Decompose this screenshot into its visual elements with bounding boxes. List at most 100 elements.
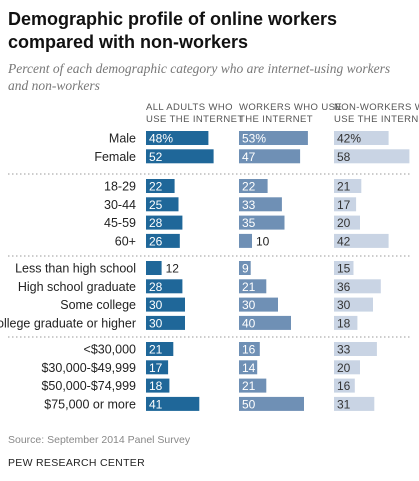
- data-label: 20: [337, 361, 351, 375]
- data-label: 50: [242, 397, 256, 411]
- data-label: 21: [149, 343, 163, 357]
- data-label: 15: [337, 262, 351, 276]
- data-label: 41: [149, 397, 163, 411]
- data-label: 18: [337, 316, 351, 330]
- row-label: Less than high school: [15, 262, 136, 276]
- bar: [239, 149, 301, 164]
- data-label: 52: [149, 150, 163, 164]
- bar: [239, 215, 285, 230]
- bar: [334, 215, 360, 230]
- data-label: 21: [337, 180, 351, 194]
- chart-subtitle: Percent of each demographic category who…: [8, 61, 391, 93]
- row-label: High school graduate: [18, 280, 136, 294]
- column-header-all-adults: ALL ADULTS WHO USE THE INTERNET: [146, 102, 244, 125]
- data-label: 33: [337, 343, 351, 357]
- bar: [146, 179, 175, 193]
- row-label: 60+: [115, 234, 136, 248]
- row-label: Female: [94, 150, 136, 164]
- bar: [334, 261, 354, 275]
- data-label: 35: [242, 216, 256, 230]
- data-label: 31: [337, 397, 351, 411]
- bar: [146, 233, 180, 248]
- column-header-workers: WORKERS WHO USE THE INTERNET: [239, 102, 343, 125]
- data-label: 28: [149, 280, 163, 294]
- bar: [239, 131, 308, 145]
- bar: [334, 279, 381, 294]
- bar: [239, 378, 267, 393]
- data-label: 26: [149, 234, 163, 248]
- data-label: 16: [242, 343, 256, 357]
- data-label: 25: [149, 198, 163, 212]
- data-label: 40: [242, 316, 256, 330]
- bar: [334, 179, 362, 193]
- bar: [146, 297, 185, 312]
- data-label: 30: [149, 298, 163, 312]
- bar: [146, 197, 179, 212]
- bar: [334, 149, 410, 164]
- bar: [334, 360, 360, 375]
- data-label: 14: [242, 361, 256, 375]
- bar: [146, 360, 169, 375]
- data-label: 21: [242, 379, 256, 393]
- bar: [334, 342, 377, 356]
- row-label: 30-44: [104, 198, 136, 212]
- bar: [146, 215, 183, 230]
- data-label: 12: [166, 262, 180, 276]
- row-label: Some college: [60, 298, 136, 312]
- bar-chart: Male 48% 53% 42% Female 52 47 58 18-29 22 22 21 30-4…: [0, 131, 411, 411]
- bar: [334, 131, 389, 145]
- bar: [239, 315, 291, 330]
- bar: [239, 297, 278, 312]
- data-label: 17: [149, 361, 163, 375]
- bar: [334, 315, 358, 330]
- data-label: 16: [337, 379, 351, 393]
- data-label: 22: [242, 180, 256, 194]
- bar: [334, 233, 389, 248]
- row-label: 18-29: [104, 180, 136, 194]
- organization-name: PEW RESEARCH CENTER: [8, 457, 145, 469]
- data-label: 48%: [149, 132, 173, 146]
- data-label: 22: [149, 180, 163, 194]
- bar: [146, 342, 174, 356]
- bar: [334, 378, 355, 393]
- data-label: 30: [242, 298, 256, 312]
- data-label: 17: [337, 198, 351, 212]
- bar: [334, 297, 373, 312]
- bar: [146, 279, 183, 294]
- row-label: <$30,000: [84, 343, 137, 357]
- data-label: 47: [242, 150, 256, 164]
- bar: [146, 149, 214, 164]
- bar: [146, 261, 162, 275]
- data-label: 53%: [242, 132, 266, 146]
- data-label: 30: [337, 298, 351, 312]
- bar: [239, 360, 258, 375]
- row-label: Male: [109, 132, 136, 146]
- bar: [334, 396, 375, 411]
- data-label: 20: [337, 216, 351, 230]
- bar: [239, 179, 268, 193]
- source-note: Source: September 2014 Panel Survey: [8, 434, 191, 446]
- data-label: 9: [242, 262, 249, 276]
- bar: [146, 131, 209, 145]
- data-label: 42: [337, 234, 351, 248]
- bar: [146, 396, 200, 411]
- row-label: 45-59: [104, 216, 136, 230]
- bar: [239, 342, 260, 356]
- column-header-non-workers: NON-WORKERS WHO USE THE INTERNET: [334, 102, 419, 125]
- row-label: $75,000 or more: [44, 397, 136, 411]
- data-label: 18: [149, 379, 163, 393]
- data-label: 30: [149, 316, 163, 330]
- chart-title: Demographic profile of online workers co…: [8, 9, 338, 52]
- bar: [146, 378, 170, 393]
- bar: [239, 396, 304, 411]
- bar: [146, 315, 185, 330]
- data-label: 42%: [337, 132, 361, 146]
- bar: [334, 197, 357, 212]
- bar: [239, 197, 282, 212]
- bar: [239, 279, 267, 294]
- row-label: $30,000-$49,999: [41, 361, 136, 375]
- bar: [239, 261, 251, 275]
- data-label: 36: [337, 280, 351, 294]
- row-label: $50,000-$74,999: [41, 379, 136, 393]
- data-label: 28: [149, 216, 163, 230]
